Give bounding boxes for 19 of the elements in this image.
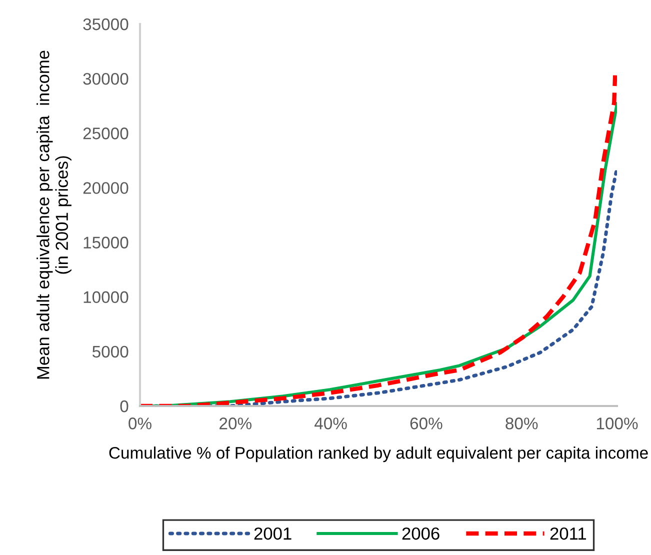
y-tick-label: 30000 <box>83 72 128 85</box>
x-axis-title: Cumulative % of Population ranked by adult equivalent per capita income <box>109 446 648 462</box>
y-tick-label: 20000 <box>83 182 128 194</box>
legend-label: 2006 <box>402 527 440 540</box>
x-tick-label: 100% <box>596 418 638 430</box>
x-tick-label: 0% <box>128 418 152 430</box>
y-tick-label: 35000 <box>83 18 128 30</box>
legend-label: 2001 <box>254 527 292 540</box>
y-axis-title: Mean adult equivalence per capita income (in 2001 prices) <box>36 50 72 379</box>
x-tick-label: 80% <box>506 418 538 430</box>
x-tick-label: 40% <box>314 418 347 430</box>
y-tick-label: 25000 <box>83 128 128 140</box>
legend-label: 2011 <box>550 527 586 540</box>
x-tick-label: 60% <box>410 418 442 430</box>
x-tick-label: 20% <box>220 418 252 430</box>
y-tick-label: 15000 <box>84 236 128 248</box>
y-tick-label: 10000 <box>84 291 128 304</box>
y-tick-label: 5000 <box>92 346 128 358</box>
y-tick-label: 0 <box>120 400 128 412</box>
